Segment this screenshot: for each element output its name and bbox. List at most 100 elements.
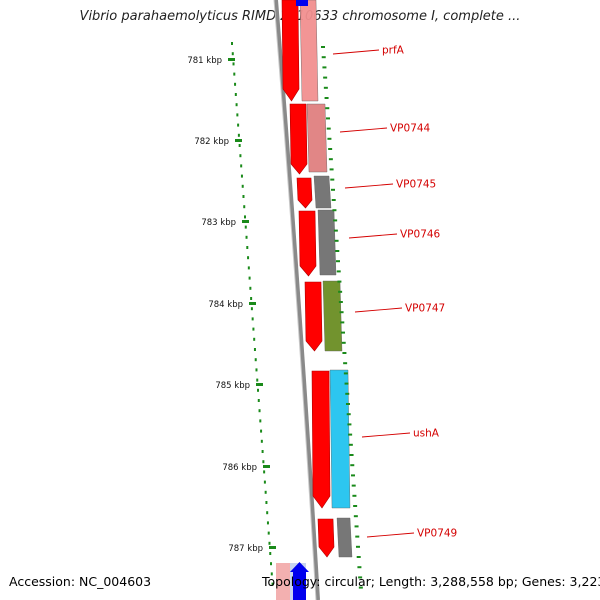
gene-label: VP0744 [390, 123, 431, 135]
leader-line [354, 307, 403, 313]
major-tick [256, 383, 263, 386]
gene-dot [321, 46, 325, 48]
scale-tick-label: 785 kbp [215, 381, 250, 391]
cog-box [317, 209, 337, 276]
gene-dot [325, 107, 330, 110]
gene-dot [343, 372, 348, 375]
tick-dot [240, 164, 243, 168]
gene-dot [347, 423, 352, 426]
tick-dot [248, 276, 251, 280]
gene-dot [345, 403, 350, 405]
tick-marks [231, 42, 274, 586]
tick-dot [257, 399, 260, 402]
gene-dot [334, 239, 339, 242]
gene-dot [349, 454, 354, 456]
cog-track [296, 0, 353, 558]
tick-dot [258, 409, 261, 413]
bottom-blue-arrow [290, 562, 309, 600]
accession-text: Accession: NC_004603 [9, 574, 152, 589]
tick-dot [268, 541, 271, 545]
tick-dot [263, 470, 266, 474]
scale-tick-label: 782 kbp [194, 137, 229, 147]
gene-dot [346, 413, 351, 416]
tick-dot [262, 460, 265, 464]
tick-dot [231, 52, 234, 56]
major-tick [263, 465, 270, 468]
scale-tick-label: 784 kbp [208, 300, 243, 310]
gene-dot [328, 158, 333, 161]
tick-dot [271, 582, 274, 586]
tick-dot [247, 256, 250, 260]
scale-tick-label: 781 kbp [187, 56, 222, 66]
gene-dot [323, 86, 328, 89]
tick-dot [260, 429, 263, 433]
cds-arrow [311, 370, 331, 509]
gene-dot [330, 178, 335, 181]
backbone [273, 0, 320, 600]
gene-label: prfA [382, 45, 405, 57]
scale-tick-label: 786 kbp [222, 463, 257, 473]
cds-arrow [298, 210, 317, 277]
gene-dot [335, 260, 340, 263]
gene-label: ushA [413, 428, 440, 440]
gene-dot [354, 525, 359, 528]
tick-dot [246, 246, 249, 249]
major-tick [269, 546, 276, 549]
leader-line [332, 49, 380, 55]
gene-dot [343, 362, 348, 365]
tick-dot [257, 388, 260, 392]
tick-dot [242, 195, 245, 198]
leader-line [361, 432, 411, 438]
cog-box [306, 103, 328, 173]
tick-dot [265, 501, 268, 504]
gene-dot [357, 566, 362, 569]
tick-dot [263, 480, 266, 484]
tick-dot [243, 205, 246, 209]
cds-arrow [317, 518, 335, 558]
gene-dot [356, 556, 361, 558]
gene-dot [353, 515, 358, 518]
gene-dot [329, 168, 334, 171]
bottom-pink-box [276, 563, 290, 600]
tick-dot [241, 184, 244, 188]
gene-dot [327, 137, 332, 140]
gene-dot [348, 443, 353, 446]
gene-label: VP0746 [400, 229, 441, 241]
gene-dot [333, 229, 338, 232]
gene-dot [332, 209, 337, 212]
gene-dot [351, 484, 356, 487]
tick-dot [231, 42, 233, 45]
gene-dot [358, 576, 363, 579]
major-tick [235, 139, 242, 142]
tick-dot [240, 174, 243, 178]
tick-dot [239, 154, 242, 158]
tick-dot [267, 531, 270, 535]
tick-dot [253, 348, 256, 351]
leader-line [348, 233, 398, 239]
leader-line [344, 183, 394, 189]
scale-tick-label: 787 kbp [228, 544, 263, 554]
tick-dot [238, 144, 241, 147]
gene-dot [331, 199, 336, 201]
cog-box [322, 280, 343, 352]
gene-dot [337, 280, 342, 283]
blue-feature-top [296, 0, 308, 6]
gene-dot [330, 188, 335, 191]
tick-dot [236, 113, 239, 117]
backbone-line [274, 0, 320, 600]
gene-dot [339, 311, 344, 314]
topology-text: Topology: circular; Length: 3,288,558 bp… [262, 574, 600, 589]
tick-dot [270, 562, 273, 566]
tick-dot [264, 490, 267, 494]
tick-dot [250, 297, 253, 300]
tick-dot [237, 133, 240, 137]
tick-dot [260, 439, 263, 443]
tick-dot [259, 419, 262, 423]
tick-dot [245, 235, 248, 239]
scale-labels: 781 kbp 782 kbp 783 kbp 784 kbp 785 kbp 786 k… [187, 56, 276, 554]
gene-dot [321, 56, 326, 59]
tick-dot [254, 358, 257, 362]
cog-box [329, 369, 351, 509]
tick-dot [247, 266, 250, 270]
